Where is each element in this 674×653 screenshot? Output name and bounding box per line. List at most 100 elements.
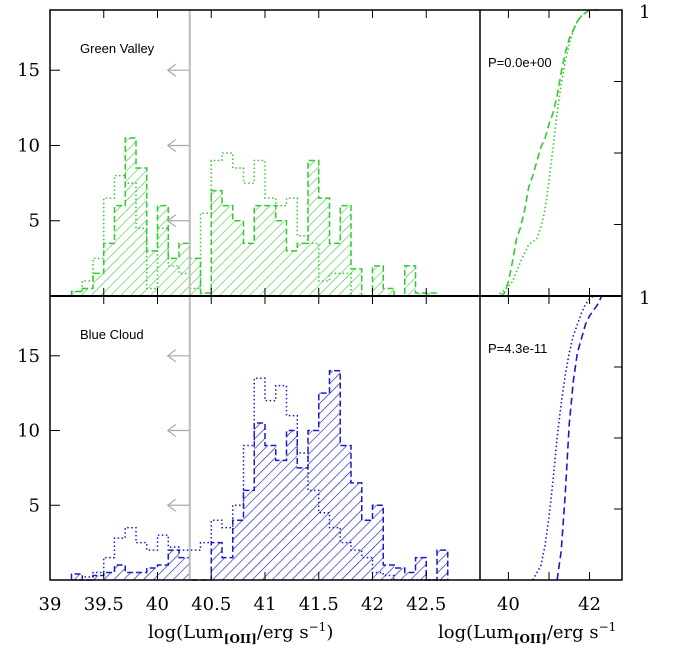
x-axis-title-right: log(Lum[OII]/erg s−1 [438, 620, 616, 646]
gv-cdf-dashed [499, 9, 606, 297]
gv-bar-11 [189, 258, 201, 296]
bc-arrow-head-1 [166, 424, 177, 438]
bc-bar-24 [329, 370, 341, 580]
bc-bar-26 [351, 482, 362, 580]
bc-bar-19 [275, 460, 287, 580]
gv-bar-21 [297, 243, 308, 296]
bc-bar-29 [383, 565, 394, 580]
x-axis-title-left: log(Lum[OII]/erg s−1) [148, 620, 333, 646]
bc-bar-18 [265, 445, 276, 580]
gv-bar-12 [200, 292, 212, 296]
bc-ytick-label-0: 5 [29, 495, 40, 516]
gv-bar-19 [275, 220, 287, 296]
gv-bar-33 [426, 292, 437, 296]
gv-bar-25 [340, 205, 351, 296]
bc-bar-21 [297, 467, 308, 580]
gv-bar-15 [232, 220, 244, 296]
bc-bar-28 [372, 505, 384, 580]
gv-bar-26 [351, 268, 362, 296]
gv-bar-13 [211, 190, 222, 296]
bc-bar-32 [415, 557, 427, 580]
bc-ytick-label-1: 10 [17, 421, 40, 442]
gv-arrow-head-0 [166, 63, 177, 77]
bc-bar-22 [308, 430, 319, 580]
bc-bar-10 [179, 557, 190, 580]
bc-p-value: P=4.3e-11 [488, 341, 547, 356]
gv-bar-18 [265, 205, 276, 296]
gv-ytick-label-1: 10 [17, 135, 40, 156]
gv-bar-22 [308, 160, 319, 296]
gv-bar-2 [93, 273, 104, 296]
gv-p-value: P=0.0e+00 [488, 55, 552, 70]
bc-bar-0 [71, 574, 83, 580]
gv-bar-5 [125, 137, 136, 296]
gv-dashed-outline [70, 137, 448, 297]
gv-arrow-head-2 [166, 214, 177, 228]
bc-xtick-label-1: 39.5 [84, 594, 124, 615]
bc-xtick-label-5: 41.5 [299, 594, 339, 615]
bc-xtick-label-3: 40.5 [191, 594, 231, 615]
gv-bar-4 [114, 205, 126, 296]
cdf-xtick-label-0: 40 [497, 594, 520, 615]
bc-arrow-head-2 [166, 498, 177, 512]
gv-bar-0 [71, 291, 83, 296]
gv-bar-32 [415, 292, 427, 296]
gv-bar-28 [372, 265, 384, 296]
bc-bar-2 [93, 575, 104, 580]
gv-bar-16 [243, 243, 255, 296]
gv-right-label: 1 [639, 2, 650, 23]
gv-bar-3 [103, 243, 115, 296]
bc-bar-23 [318, 393, 330, 580]
gv-bar-8 [157, 205, 169, 296]
bc-bar-6 [136, 572, 147, 580]
bc-bar-20 [286, 430, 298, 580]
gv-bar-9 [168, 258, 179, 296]
gv-bar-23 [318, 198, 330, 296]
bc-xtick-label-7: 42.5 [406, 594, 446, 615]
bc-right-label: 1 [639, 288, 650, 309]
bc-bar-7 [146, 568, 158, 580]
bc-arrow-head-0 [166, 349, 177, 363]
bc-dashed-outline [70, 369, 449, 581]
bc-bar-8 [157, 565, 169, 580]
gv-bar-17 [254, 205, 265, 296]
bc-bar-13 [211, 542, 222, 580]
gv-arrow-head-1 [166, 138, 177, 152]
gv-cdf-dotted [495, 9, 598, 297]
bc-bar-30 [394, 568, 405, 580]
bc-bar-5 [125, 572, 136, 580]
bc-panel-label: Blue Cloud [80, 327, 144, 342]
bc-bar-27 [361, 520, 373, 580]
cdf-xtick-label-1: 42 [578, 594, 601, 615]
bc-bar-3 [103, 572, 115, 580]
bc-bar-34 [437, 550, 448, 580]
gv-bar-6 [136, 168, 147, 296]
gv-bar-14 [222, 205, 233, 296]
gv-bar-24 [329, 243, 341, 296]
bc-xtick-label-0: 39 [39, 594, 62, 615]
gv-ytick-label-2: 15 [17, 60, 40, 81]
gv-bar-10 [179, 243, 190, 296]
gv-bar-1 [82, 288, 93, 296]
bc-bar-16 [243, 490, 255, 580]
gv-bar-20 [286, 250, 298, 296]
bc-cdf-dashed [556, 295, 603, 581]
bc-xtick-label-2: 40 [146, 594, 169, 615]
bc-bar-14 [222, 557, 233, 580]
bc-cdf-dotted [532, 295, 595, 581]
bc-bar-25 [340, 445, 351, 580]
bc-bar-4 [114, 565, 126, 580]
bc-bar-9 [168, 550, 179, 580]
gv-bar-7 [146, 250, 158, 296]
bc-ytick-label-2: 15 [17, 346, 40, 367]
bc-bar-15 [232, 520, 244, 580]
bc-xtick-label-4: 41 [254, 594, 277, 615]
gv-bar-31 [404, 265, 416, 296]
gv-panel-label: Green Valley [80, 41, 155, 56]
bc-dotted-outline [71, 377, 448, 581]
bc-xtick-label-6: 42 [361, 594, 384, 615]
bc-bar-31 [404, 572, 416, 580]
gv-ytick-label-0: 5 [29, 211, 40, 232]
gv-bar-29 [383, 288, 394, 296]
